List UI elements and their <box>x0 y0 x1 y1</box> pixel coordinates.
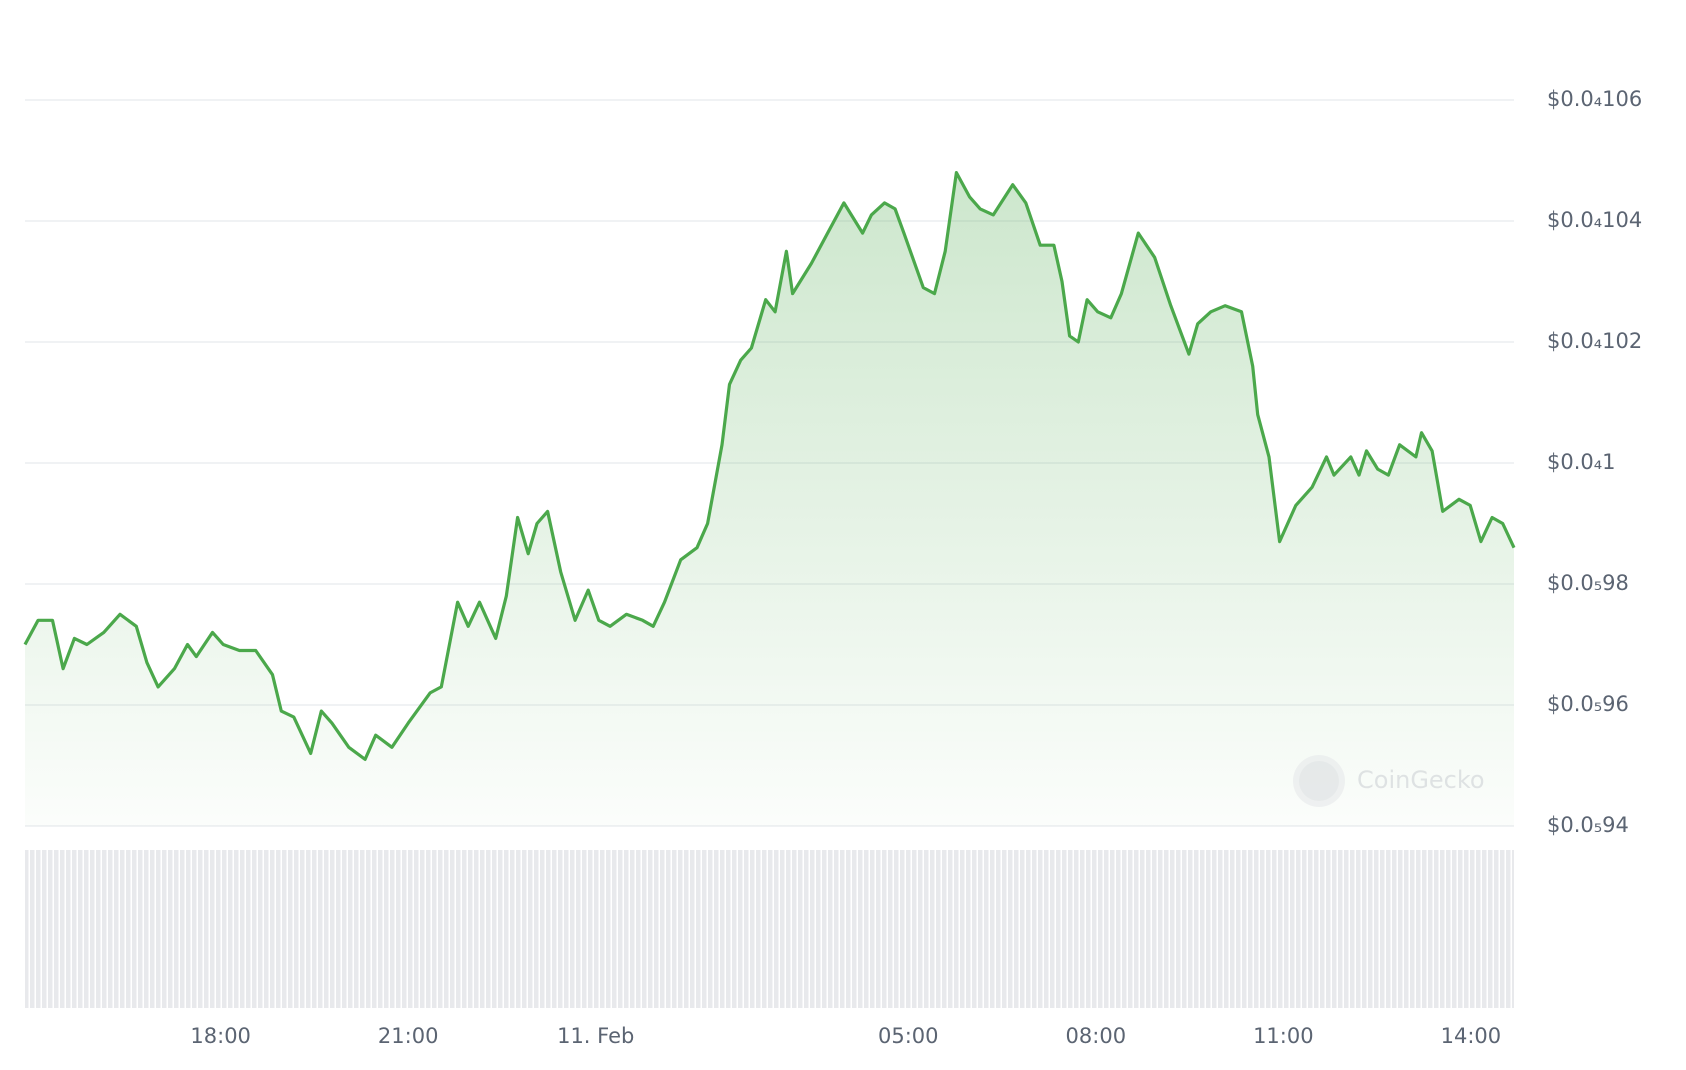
x-tick-label: 21:00 <box>378 1024 439 1048</box>
price-area <box>25 172 1514 827</box>
x-tick-label: 11. Feb <box>557 1024 634 1048</box>
y-tick-label: $0.0₄1 <box>1547 450 1616 474</box>
watermark-text: CoinGecko <box>1357 766 1485 794</box>
x-tick-label: 14:00 <box>1441 1024 1502 1048</box>
y-tick-label: $0.0₅98 <box>1547 571 1629 595</box>
y-tick-label: $0.0₄104 <box>1547 208 1642 232</box>
y-tick-label: $0.0₅96 <box>1547 692 1629 716</box>
x-tick-label: 05:00 <box>878 1024 939 1048</box>
y-tick-label: $0.0₅94 <box>1547 813 1629 837</box>
y-tick-label: $0.0₄106 <box>1547 87 1642 111</box>
y-tick-label: $0.0₄102 <box>1547 329 1642 353</box>
x-tick-label: 18:00 <box>190 1024 251 1048</box>
x-tick-label: 08:00 <box>1066 1024 1127 1048</box>
x-tick-label: 11:00 <box>1253 1024 1314 1048</box>
price-line <box>23 171 1516 761</box>
watermark: CoinGecko <box>1293 755 1485 807</box>
volume-bars <box>25 850 1514 1008</box>
